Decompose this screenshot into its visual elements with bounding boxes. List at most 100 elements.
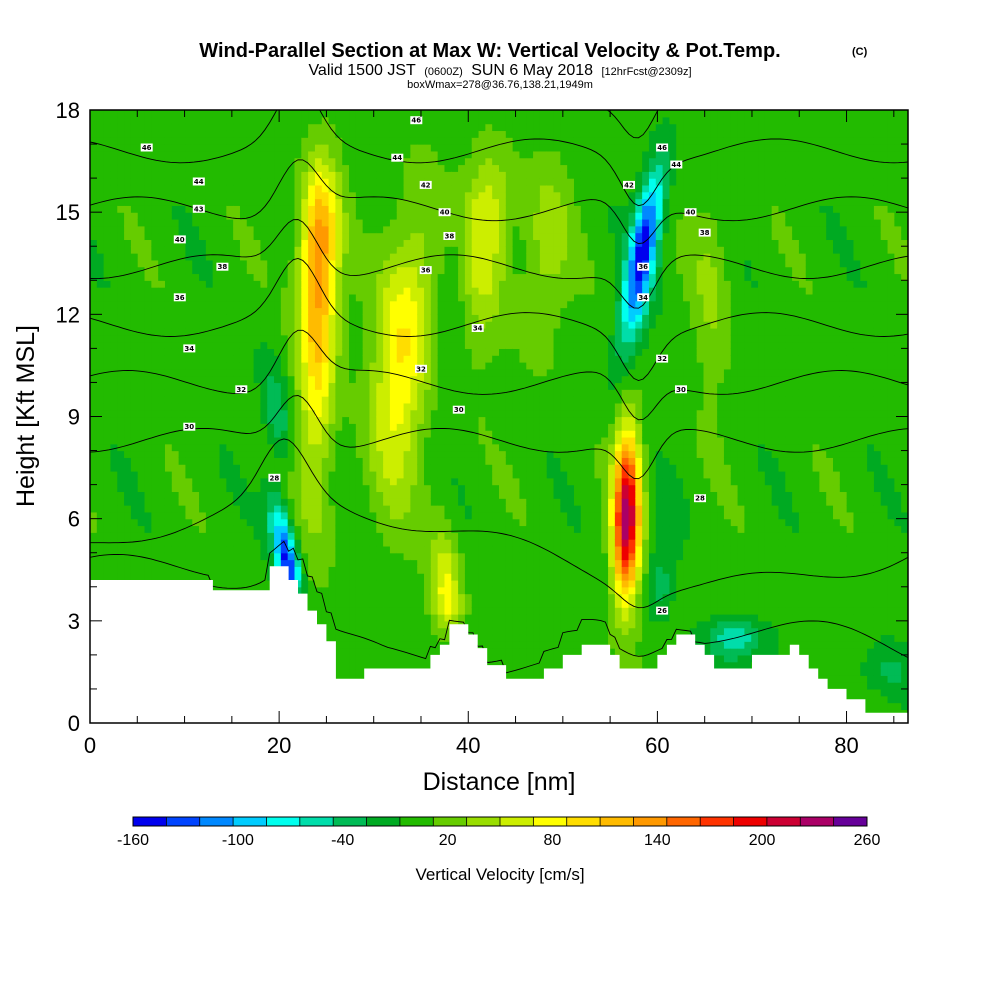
w-cell [451, 532, 459, 540]
w-cell [403, 430, 411, 438]
w-cell [430, 137, 439, 145]
w-cell [362, 348, 371, 356]
w-cell [355, 559, 364, 567]
w-cell [464, 600, 473, 608]
w-cell [430, 423, 439, 431]
w-cell [437, 259, 446, 268]
w-cell [205, 450, 214, 458]
w-cell [342, 137, 350, 145]
w-cell [130, 450, 139, 458]
w-cell [158, 287, 166, 295]
w-cell [383, 416, 391, 424]
w-cell [430, 239, 439, 247]
w-cell [144, 375, 152, 384]
w-cell [389, 620, 398, 629]
w-cell [124, 566, 132, 574]
w-cell [233, 573, 241, 581]
w-cell [376, 225, 384, 234]
w-cell [171, 334, 180, 343]
w-cell [185, 307, 193, 315]
w-cell [178, 164, 187, 172]
w-cell [253, 171, 262, 179]
w-cell [171, 171, 180, 179]
w-cell [130, 409, 139, 418]
w-cell [424, 409, 432, 418]
w-cell [424, 191, 432, 200]
w-cell [274, 116, 282, 125]
w-cell [321, 307, 330, 315]
w-cell [192, 110, 200, 118]
w-cell [205, 525, 214, 533]
w-cell [274, 396, 282, 404]
w-cell [239, 178, 248, 186]
w-cell [314, 566, 323, 574]
w-cell [294, 389, 302, 397]
w-cell [396, 198, 405, 206]
w-cell [137, 355, 146, 363]
w-cell [294, 239, 302, 247]
w-cell [417, 634, 425, 642]
w-cell [349, 266, 357, 275]
w-cell [274, 389, 282, 397]
w-cell [349, 110, 357, 118]
w-cell [321, 218, 330, 227]
w-cell [144, 123, 152, 132]
w-cell [376, 470, 384, 479]
w-cell [137, 382, 146, 390]
w-cell [424, 511, 432, 520]
w-cell [144, 150, 152, 159]
w-cell [410, 382, 418, 390]
w-cell [376, 314, 384, 322]
w-cell [464, 559, 473, 567]
w-cell [253, 518, 262, 527]
w-cell [90, 505, 98, 513]
w-cell [383, 389, 391, 397]
w-cell [253, 273, 262, 281]
w-cell [130, 532, 139, 540]
w-cell [355, 253, 364, 261]
w-cell [96, 123, 105, 132]
w-cell [458, 368, 466, 377]
w-cell [226, 559, 234, 567]
w-cell [260, 423, 268, 431]
w-cell [178, 307, 187, 315]
w-cell [308, 321, 316, 329]
w-cell [437, 614, 446, 622]
w-cell [124, 464, 132, 472]
w-cell [212, 225, 221, 234]
w-cell [212, 545, 221, 554]
w-cell [321, 287, 330, 295]
w-cell [410, 600, 418, 608]
w-cell [437, 518, 446, 527]
w-cell [144, 198, 152, 206]
w-cell [444, 511, 452, 520]
w-cell [199, 164, 207, 172]
w-cell [444, 477, 452, 486]
w-cell [110, 239, 118, 247]
w-cell [369, 157, 377, 166]
w-cell [437, 396, 446, 404]
w-cell [410, 464, 418, 472]
w-cell [369, 225, 377, 234]
w-cell [192, 218, 200, 227]
w-cell [110, 566, 118, 574]
w-cell [294, 443, 302, 452]
w-cell [342, 416, 350, 424]
w-cell [226, 164, 234, 172]
w-cell [376, 532, 384, 540]
w-cell [110, 450, 118, 458]
w-cell [192, 498, 200, 506]
w-cell [124, 382, 132, 390]
w-cell [362, 566, 371, 574]
w-cell [158, 525, 166, 533]
w-cell [178, 375, 187, 384]
w-cell [342, 246, 350, 254]
w-cell [424, 498, 432, 506]
w-cell [110, 150, 118, 159]
w-cell [376, 402, 384, 411]
w-cell [349, 566, 357, 574]
w-cell [267, 246, 275, 254]
w-cell [403, 321, 411, 329]
w-cell [267, 287, 275, 295]
w-cell [321, 450, 330, 458]
